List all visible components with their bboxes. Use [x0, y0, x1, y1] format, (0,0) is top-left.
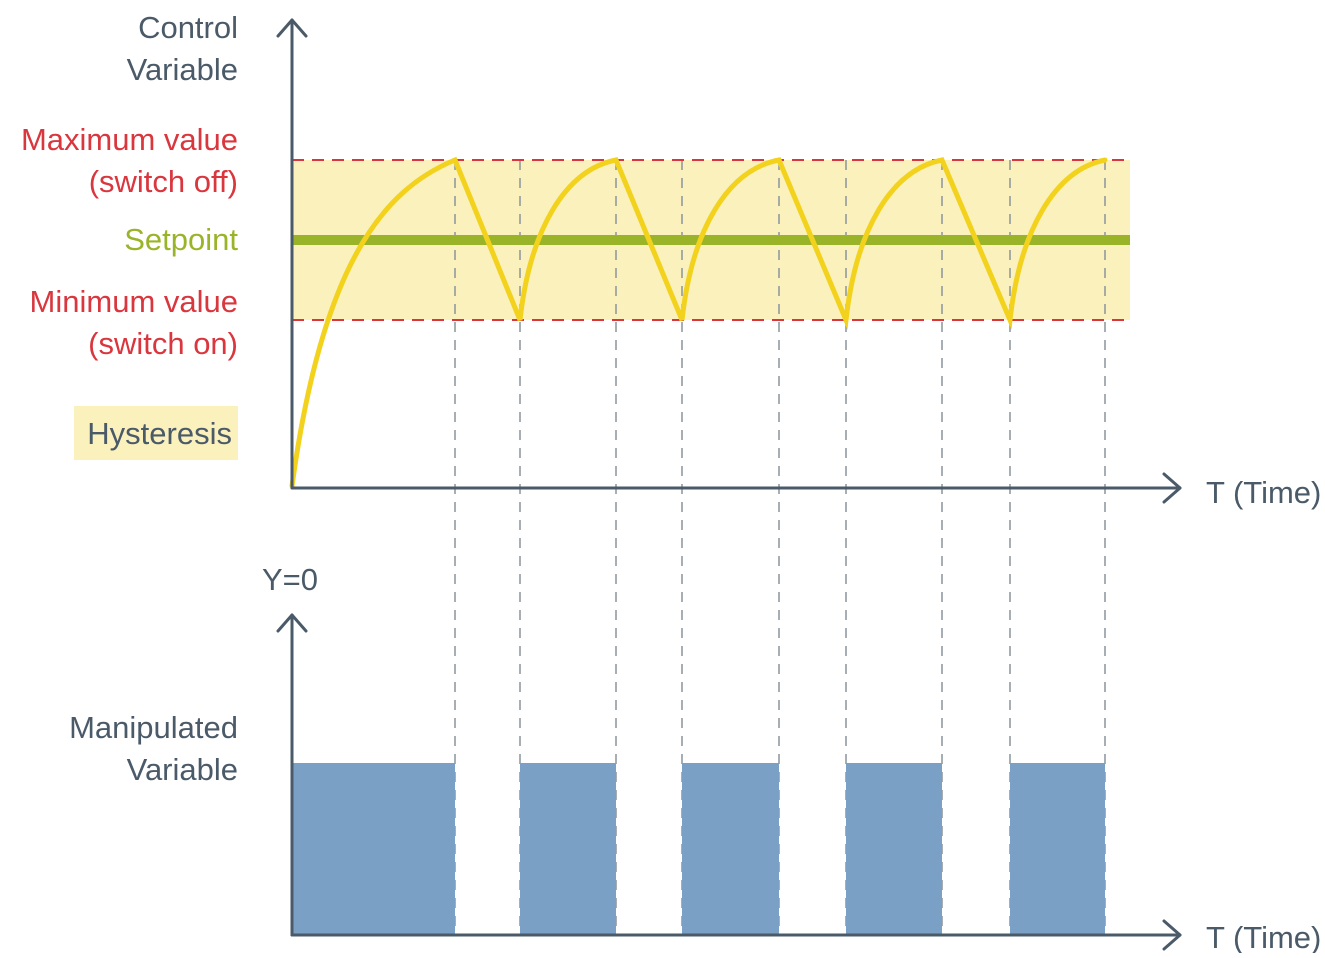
- top-axes: [276, 18, 1182, 504]
- bottom-y-arrow-icon: [276, 613, 308, 633]
- manipulated-on-bar: [520, 763, 616, 935]
- setpoint-label: Setpoint: [124, 222, 238, 257]
- bottom-x-arrow-icon: [1162, 919, 1182, 951]
- y-axis-label-line2: Variable: [127, 52, 238, 87]
- bottom-y-axis-label-line2: Variable: [127, 752, 238, 787]
- switching-guides: [454, 160, 1106, 935]
- hysteresis-legend-label: Hysteresis: [87, 416, 232, 451]
- minimum-label-line1: Minimum value: [30, 284, 238, 319]
- maximum-label-line2: (switch off): [89, 164, 238, 199]
- control-variable-curve: [289, 156, 1108, 489]
- manipulated-on-bar: [682, 763, 779, 935]
- bottom-x-axis-label: T (Time): [1206, 920, 1321, 953]
- manipulated-on-bar: [846, 763, 942, 935]
- manipulated-on-bar: [292, 763, 455, 935]
- top-x-arrow-icon: [1162, 472, 1182, 504]
- manipulated-variable-bars: [292, 763, 1105, 935]
- manipulated-on-bar: [1010, 763, 1105, 935]
- minimum-label-line2: (switch on): [88, 326, 238, 361]
- maximum-label-line1: Maximum value: [21, 122, 238, 157]
- bottom-axes: [276, 613, 1182, 951]
- hysteresis-legend-swatch: [74, 406, 238, 460]
- top-y-arrow-icon: [276, 18, 308, 38]
- y-axis-label-line1: Control: [138, 10, 238, 45]
- bottom-y-axis-label-line1: Manipulated: [69, 710, 238, 745]
- top-x-axis-label: T (Time): [1206, 475, 1321, 510]
- bottom-y-top-label: Y=0: [262, 562, 318, 597]
